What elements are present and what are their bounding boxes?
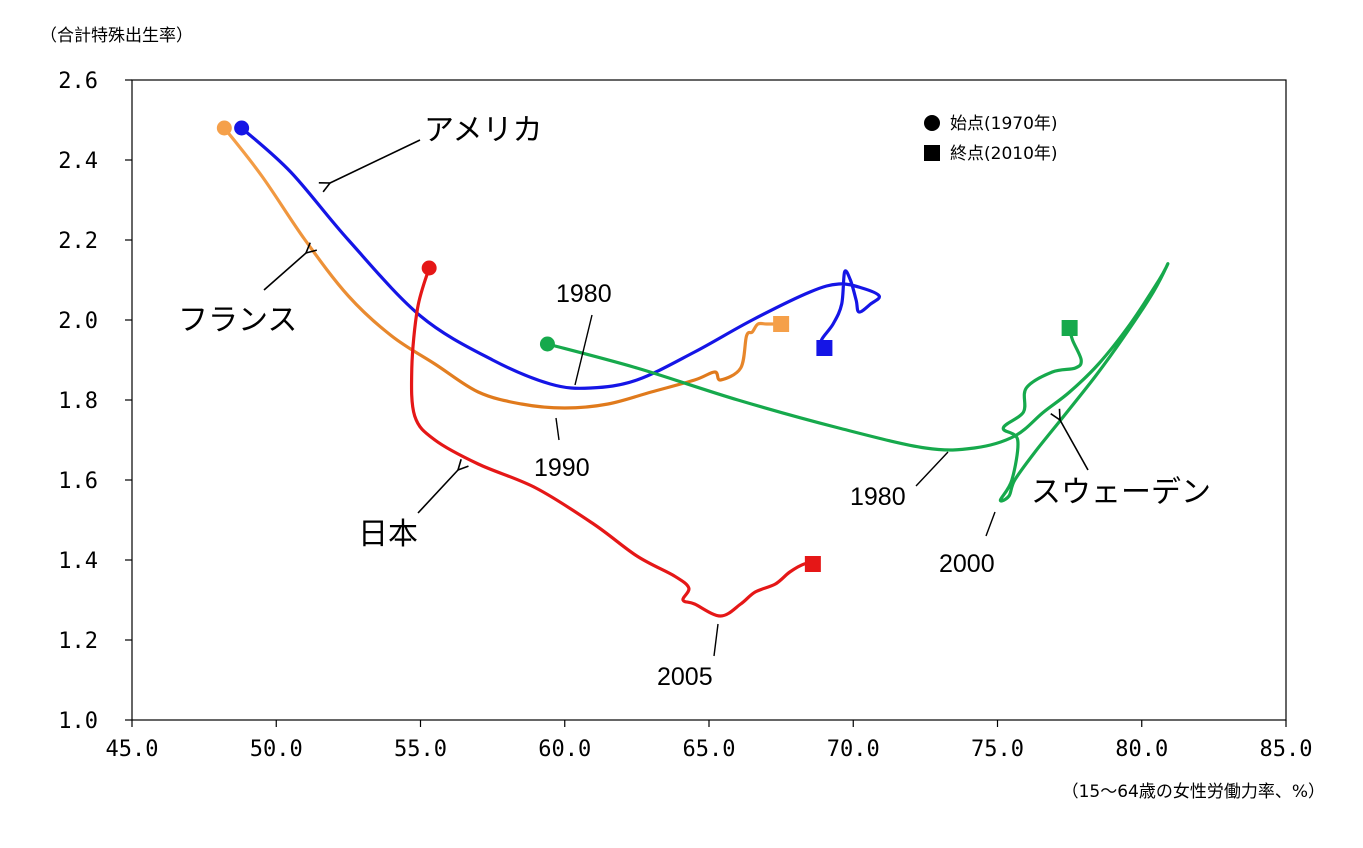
annotation-sweden-1980: 1980 <box>850 483 906 511</box>
series-start-point <box>539 336 555 352</box>
y-tick-label: 1.0 <box>58 709 98 734</box>
legend: 始点(1970年) 終点(2010年) <box>924 114 1058 164</box>
leader-usa-1980 <box>574 314 593 386</box>
series-end-point <box>804 556 821 572</box>
y-tick-label: 1.2 <box>58 629 98 654</box>
y-tick-label: 2.4 <box>58 149 98 174</box>
series-line <box>409 266 815 618</box>
annotation-sweden: スウェーデン <box>1031 475 1211 510</box>
usa-arrow <box>330 139 421 183</box>
series-0 <box>234 120 881 390</box>
x-tick-label: 80.0 <box>1115 737 1168 762</box>
annotation-japan-2005: 2005 <box>657 663 713 691</box>
leader-sweden-1980 <box>915 451 949 487</box>
annotation-france: フランス <box>178 303 297 338</box>
series-2 <box>409 260 821 618</box>
x-tick-label: 60.0 <box>538 737 591 762</box>
japan-arrow <box>417 470 458 514</box>
y-tick-label: 1.4 <box>58 549 98 574</box>
leader-japan-2005 <box>713 623 719 657</box>
y-tick-label: 1.6 <box>58 469 98 494</box>
y-tick-label: 2.6 <box>58 69 98 94</box>
series-line <box>545 262 1170 503</box>
legend-start-label: 始点(1970年) <box>950 114 1058 134</box>
y-tick-label: 2.0 <box>58 309 98 334</box>
annotations: アメリカ フランス 日本 スウェーデン 1980 1990 2005 1980 … <box>178 113 1211 691</box>
series-end-point <box>773 316 790 332</box>
series-end-point <box>1061 320 1078 336</box>
annotation-france-1990: 1990 <box>534 454 590 482</box>
y-tick-label: 1.8 <box>58 389 98 414</box>
annotation-usa-1980: 1980 <box>556 280 612 308</box>
series-3 <box>539 262 1170 503</box>
x-tick-label: 85.0 <box>1260 737 1313 762</box>
series-start-point <box>216 120 232 136</box>
series-line <box>240 126 881 390</box>
series-start-point <box>234 120 250 136</box>
x-tick-label: 55.0 <box>394 737 447 762</box>
annotation-usa: アメリカ <box>424 113 543 148</box>
sweden-arrow <box>1060 420 1089 471</box>
y-tick-label: 2.2 <box>58 229 98 254</box>
plot-area <box>131 79 1287 721</box>
legend-end-label: 終点(2010年) <box>950 144 1058 164</box>
x-tick-label: 50.0 <box>250 737 303 762</box>
leader-france-1990 <box>555 417 560 441</box>
annotation-sweden-2000: 2000 <box>939 550 995 578</box>
x-axis-label: （15～64歳の女性労働力率、%） <box>1062 782 1325 802</box>
series-line <box>222 126 783 410</box>
x-tick-label: 75.0 <box>971 737 1024 762</box>
y-axis-label: （合計特殊出生率） <box>40 26 193 46</box>
legend-start-marker <box>924 115 940 131</box>
x-tick-label: 70.0 <box>827 737 880 762</box>
france-arrow <box>263 253 306 291</box>
x-tick-label: 65.0 <box>683 737 736 762</box>
series-1 <box>216 120 790 410</box>
series-end-point <box>816 340 833 356</box>
x-tick-label: 45.0 <box>106 737 159 762</box>
leader-sweden-2000 <box>985 511 996 537</box>
legend-end-marker <box>924 145 940 161</box>
series-start-point <box>421 260 437 276</box>
annotation-japan: 日本 <box>358 517 418 552</box>
